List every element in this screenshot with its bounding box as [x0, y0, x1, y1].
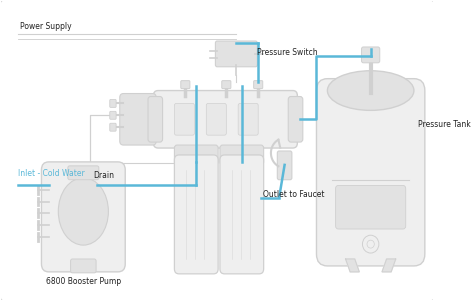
FancyBboxPatch shape — [120, 94, 156, 145]
FancyBboxPatch shape — [222, 81, 231, 88]
FancyBboxPatch shape — [68, 166, 99, 180]
FancyBboxPatch shape — [220, 145, 264, 165]
FancyBboxPatch shape — [71, 259, 96, 273]
FancyBboxPatch shape — [154, 91, 297, 148]
FancyBboxPatch shape — [174, 155, 218, 274]
FancyBboxPatch shape — [362, 47, 380, 63]
FancyBboxPatch shape — [277, 151, 292, 180]
FancyBboxPatch shape — [254, 81, 263, 88]
Text: Outlet to Faucet: Outlet to Faucet — [263, 190, 324, 199]
FancyBboxPatch shape — [220, 155, 264, 274]
FancyBboxPatch shape — [181, 81, 190, 88]
Text: Pressure Switch: Pressure Switch — [257, 48, 318, 57]
Text: Drain: Drain — [93, 171, 114, 180]
Ellipse shape — [328, 71, 414, 110]
FancyBboxPatch shape — [110, 123, 116, 131]
Text: Inlet - Cold Water: Inlet - Cold Water — [18, 169, 84, 178]
FancyBboxPatch shape — [110, 99, 116, 107]
FancyBboxPatch shape — [206, 104, 226, 135]
Text: Pressure Tank: Pressure Tank — [418, 120, 470, 129]
FancyBboxPatch shape — [174, 145, 218, 165]
Text: 6800 Booster Pump: 6800 Booster Pump — [46, 277, 121, 286]
FancyBboxPatch shape — [317, 79, 425, 266]
FancyBboxPatch shape — [0, 0, 434, 301]
FancyBboxPatch shape — [288, 97, 303, 142]
Text: Power Supply: Power Supply — [19, 22, 71, 31]
FancyBboxPatch shape — [215, 41, 257, 67]
FancyBboxPatch shape — [41, 162, 125, 272]
FancyBboxPatch shape — [148, 97, 163, 142]
Polygon shape — [346, 259, 359, 272]
Ellipse shape — [58, 178, 109, 245]
FancyBboxPatch shape — [110, 111, 116, 119]
FancyBboxPatch shape — [336, 185, 406, 229]
FancyBboxPatch shape — [174, 104, 194, 135]
Polygon shape — [382, 259, 396, 272]
FancyBboxPatch shape — [238, 104, 258, 135]
